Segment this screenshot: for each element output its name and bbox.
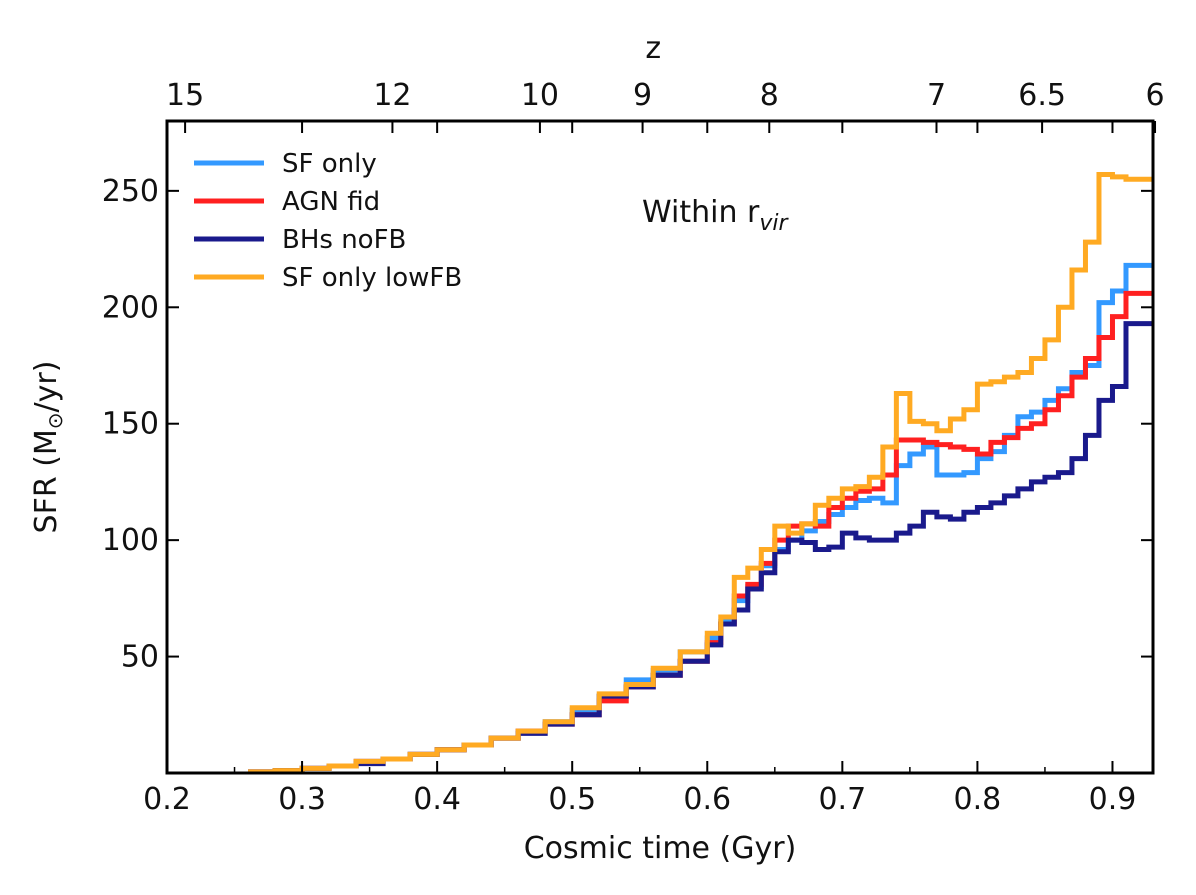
z-tick-label: 8 — [760, 78, 779, 113]
y-tick-label: 150 — [102, 407, 159, 442]
x-tick-label: 0.4 — [413, 782, 461, 817]
series-line-sf-only — [248, 262, 1153, 775]
y-axis-label-sun: ⊙ — [43, 412, 67, 429]
x-tick-label: 0.7 — [818, 782, 866, 817]
y-tick-label: 50 — [121, 640, 159, 675]
legend-entry-label: SF only — [282, 149, 377, 179]
legend: SF only AGN fid BHs noFB SF only lowFB — [194, 149, 462, 293]
z-tick-label: 6 — [1145, 78, 1164, 113]
x-tick-label: 0.3 — [278, 782, 326, 817]
legend-entry-label: AGN fid — [282, 187, 380, 217]
series-layer — [248, 172, 1153, 775]
annotation-main: Within r — [642, 195, 760, 230]
z-tick-label: 12 — [373, 78, 411, 113]
series-line-sf-only-lowfb — [248, 172, 1153, 775]
y-tick-label: 200 — [102, 290, 159, 325]
y-tick-label: 100 — [102, 523, 159, 558]
x-tick-label: 0.9 — [1089, 782, 1137, 817]
x-tick-label: 0.8 — [954, 782, 1002, 817]
x-axis-label: Cosmic time (Gyr) — [524, 831, 797, 866]
z-tick-label: 9 — [633, 78, 652, 113]
legend-entry-label: BHs noFB — [282, 225, 406, 255]
y-axis-label-tail: /yr) — [29, 361, 64, 413]
x-tick-label: 0.5 — [548, 782, 596, 817]
z-tick-label: 15 — [166, 78, 204, 113]
y-tick-label: 250 — [102, 174, 159, 209]
x-tick-label: 0.6 — [683, 782, 731, 817]
y-axis-label-main: SFR (M — [29, 429, 64, 533]
y-axis-label: SFR (M⊙/yr) — [29, 361, 67, 534]
plot-frame — [165, 119, 1155, 775]
x-tick-label: 0.2 — [143, 782, 191, 817]
top-axis-label: z — [645, 31, 661, 66]
axis-layer: 0.2 0.3 0.4 0.5 0.6 0.7 0.8 0.9 50 100 150 200 250 15… — [102, 78, 1165, 817]
annotation-subscript: vir — [759, 211, 789, 236]
z-tick-label: 6.5 — [1018, 78, 1066, 113]
series-line-bhs-nofb — [248, 321, 1153, 775]
z-tick-label: 7 — [927, 78, 946, 113]
annotation-within-rvir: Within rvir — [642, 195, 789, 236]
series-line-agn-fid — [248, 290, 1153, 775]
legend-entry-label: SF only lowFB — [282, 263, 462, 293]
z-tick-label: 10 — [521, 78, 559, 113]
